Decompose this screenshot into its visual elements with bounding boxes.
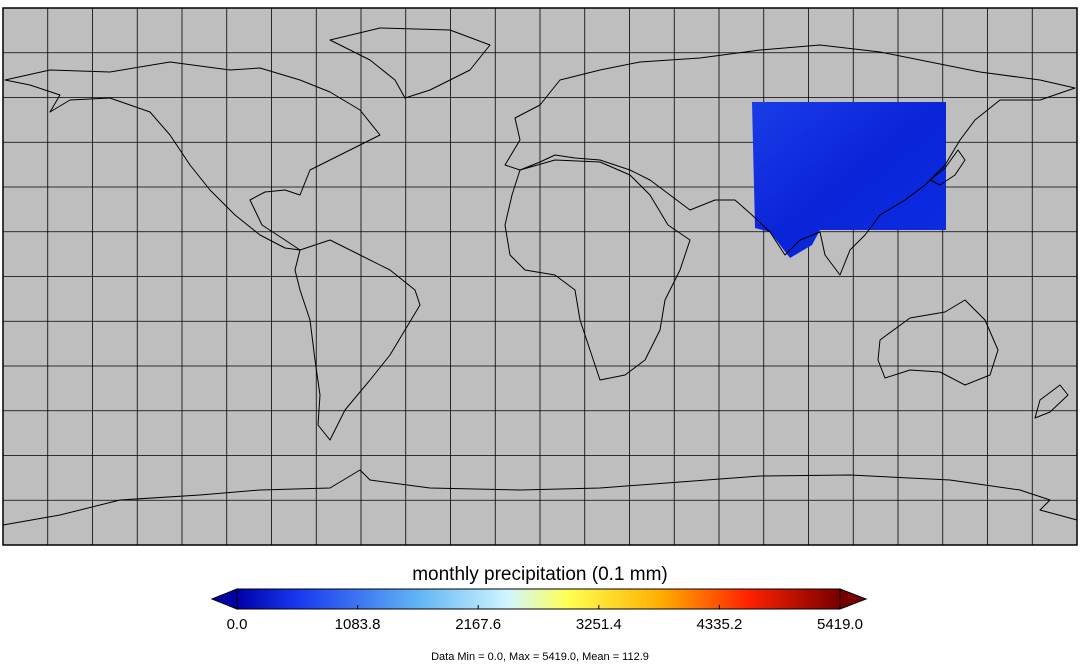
colorbar-ticks: 0.0 1083.8 2167.6 3251.4 4335.2 5419.0 (227, 605, 863, 633)
data-stats: Data Min = 0.0, Max = 5419.0, Mean = 112… (431, 651, 649, 663)
colorbar-tick-label: 1083.8 (335, 616, 381, 633)
colorbar-title: monthly precipitation (0.1 mm) (412, 564, 668, 585)
antarctica (2, 469, 1078, 526)
north-america (4, 61, 381, 251)
colorbar-tick-label: 5419.0 (817, 616, 863, 633)
map-frame (2, 7, 1078, 546)
africa (504, 159, 691, 381)
japan (929, 149, 966, 186)
colorbar-tick-label: 3251.4 (576, 616, 622, 633)
colorbar-over-arrow (839, 588, 868, 610)
coastlines (2, 27, 1078, 526)
eurasia (504, 44, 1076, 276)
colorbar-tick-label: 0.0 (227, 616, 248, 633)
colorbar-under-arrow (210, 588, 238, 610)
south-america (294, 239, 421, 441)
colorbar (236, 588, 841, 610)
colorbar-tick-label: 4335.2 (696, 616, 742, 633)
australia (877, 299, 999, 386)
precipitation-region (752, 102, 946, 258)
new-zealand (1034, 384, 1069, 419)
colorbar-tick-label: 2167.6 (455, 616, 501, 633)
greenland (329, 27, 491, 99)
